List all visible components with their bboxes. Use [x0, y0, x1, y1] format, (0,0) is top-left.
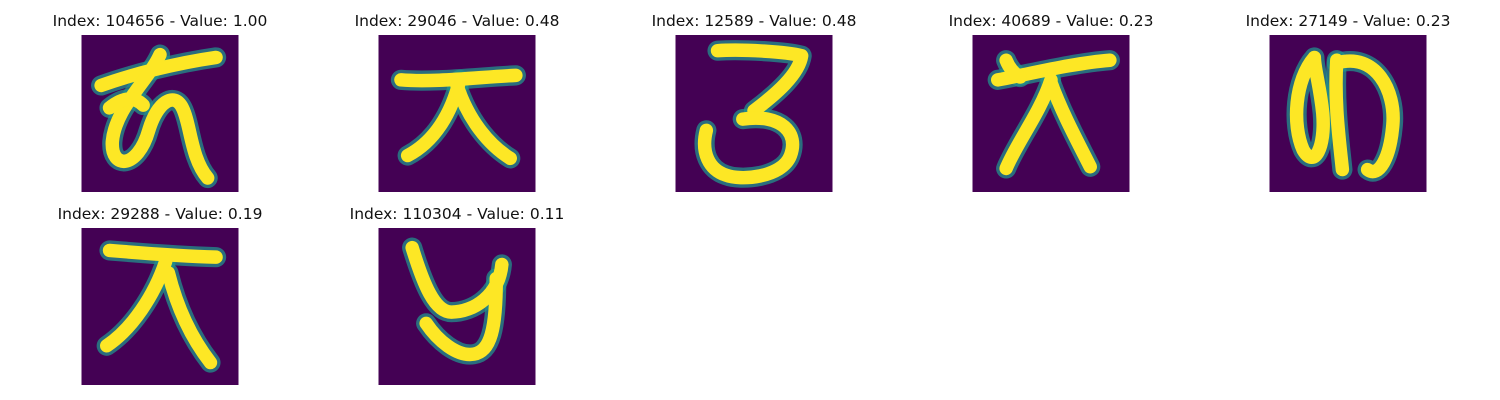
character-image [675, 35, 833, 192]
character-image [972, 35, 1130, 192]
panel-title: Index: 110304 - Value: 0.11 [307, 205, 607, 223]
panel-separator: - [461, 12, 468, 30]
panel-value: 1.00 [232, 12, 268, 30]
panel-index-value: 104656 [105, 12, 165, 30]
glyph-stroke [419, 271, 503, 362]
character-image [81, 228, 239, 385]
glyph-stroke [991, 53, 1117, 87]
glyph-stroke [1330, 54, 1400, 179]
glyph-stroke [102, 92, 150, 115]
image-panel: Index: 110304 - Value: 0.11 [307, 193, 607, 385]
glyph-stroke [710, 43, 809, 118]
image-panel: Index: 104656 - Value: 1.00 [10, 0, 310, 192]
panel-value: 0.48 [524, 12, 560, 30]
panel-title: Index: 29288 - Value: 0.19 [10, 205, 310, 223]
glyph-stroke [999, 53, 1027, 84]
panel-value: 0.23 [1118, 12, 1154, 30]
image-panel: Index: 12589 - Value: 0.48 [604, 0, 904, 192]
glyph-stroke [450, 78, 517, 166]
panel-separator: - [1352, 12, 1359, 30]
panel-index-value: 27149 [1298, 12, 1348, 30]
character-image [378, 228, 536, 385]
glyph-stroke [1289, 50, 1330, 164]
panel-title: Index: 104656 - Value: 1.00 [10, 12, 310, 30]
panel-index-value: 29046 [407, 12, 457, 30]
panel-value-label: Value: [175, 205, 223, 223]
character-image [378, 35, 536, 192]
image-panel: Index: 29288 - Value: 0.19 [10, 193, 310, 385]
panel-index-value: 12589 [704, 12, 754, 30]
character-image [81, 35, 239, 192]
image-panel: Index: 40689 - Value: 0.23 [901, 0, 1201, 192]
panel-value: 0.23 [1415, 12, 1451, 30]
panel-value: 0.19 [227, 205, 263, 223]
panel-value-label: Value: [769, 12, 817, 30]
image-panel: Index: 27149 - Value: 0.23 [1198, 0, 1498, 192]
character-image [1269, 35, 1427, 192]
panel-index-label: Index: [948, 12, 997, 30]
panel-value-label: Value: [472, 12, 520, 30]
glyph-stroke [161, 266, 218, 370]
panel-index-label: Index: [354, 12, 403, 30]
panel-title: Index: 40689 - Value: 0.23 [901, 12, 1201, 30]
panel-separator: - [1055, 12, 1062, 30]
panel-value-label: Value: [1066, 12, 1114, 30]
glyph-stroke [102, 243, 223, 264]
panel-value-label: Value: [1363, 12, 1411, 30]
panel-separator: - [758, 12, 765, 30]
panel-index-value: 29288 [110, 205, 160, 223]
panel-value: 0.11 [529, 205, 565, 223]
panel-title: Index: 27149 - Value: 0.23 [1198, 12, 1498, 30]
panel-index-label: Index: [349, 205, 398, 223]
panel-value-label: Value: [477, 205, 525, 223]
glyph-stroke [697, 111, 800, 185]
panel-index-label: Index: [651, 12, 700, 30]
glyph-stroke [1044, 75, 1097, 174]
glyph-stroke [100, 254, 173, 353]
panel-index-label: Index: [52, 12, 101, 30]
panel-title: Index: 29046 - Value: 0.48 [307, 12, 607, 30]
panel-separator: - [164, 205, 171, 223]
image-panel: Index: 29046 - Value: 0.48 [307, 0, 607, 192]
panel-index-value: 110304 [402, 205, 462, 223]
panel-index-value: 40689 [1001, 12, 1051, 30]
panel-title: Index: 12589 - Value: 0.48 [604, 12, 904, 30]
panel-index-label: Index: [1245, 12, 1294, 30]
panel-separator: - [169, 12, 176, 30]
panel-separator: - [466, 205, 473, 223]
glyph-stroke [1329, 53, 1350, 177]
panel-value-label: Value: [180, 12, 228, 30]
panel-index-label: Index: [57, 205, 106, 223]
panel-value: 0.48 [821, 12, 857, 30]
